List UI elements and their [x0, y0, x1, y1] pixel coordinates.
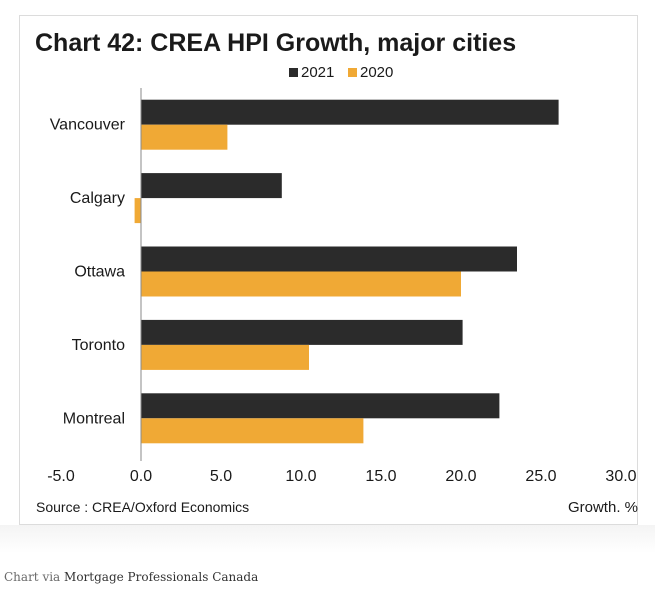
bar-vancouver-2021 [141, 99, 559, 125]
chart-title: Chart 42: CREA HPI Growth, major cities [35, 29, 516, 57]
category-label-calgary: Calgary [70, 190, 125, 207]
image-caption: Chart via Mortgage Professionals Canada [4, 570, 258, 584]
x-tick-label: 25.0 [525, 468, 556, 485]
bar-calgary-2020 [134, 198, 141, 224]
category-label-vancouver: Vancouver [50, 117, 126, 134]
chart: Chart 42: CREA HPI Growth, major cities … [35, 29, 638, 516]
x-tick-label: 30.0 [605, 468, 636, 485]
caption-prefix: Chart via [4, 570, 61, 584]
frame-shadow [0, 525, 655, 553]
bar-calgary-2021 [141, 173, 282, 199]
legend-label-2021: 2021 [301, 64, 334, 81]
x-axis-label: Growth. % [568, 499, 638, 516]
x-tick-label: 20.0 [445, 468, 476, 485]
legend-swatch-2020 [348, 68, 357, 77]
category-label-ottawa: Ottawa [74, 264, 125, 281]
category-label-montreal: Montreal [63, 410, 125, 427]
bar-toronto-2021 [141, 319, 463, 345]
x-tick-label: 5.0 [210, 468, 232, 485]
legend: 2021 2020 [289, 64, 393, 81]
bar-montreal-2020 [141, 418, 364, 444]
bar-ottawa-2020 [141, 271, 461, 297]
legend-swatch-2021 [289, 68, 298, 77]
plot-area: Vancouver Calgary Ottawa Toronto Montreal -5.… [47, 88, 637, 485]
x-tick-label: 15.0 [365, 468, 396, 485]
legend-label-2020: 2020 [360, 64, 393, 81]
bar-toronto-2020 [141, 344, 309, 370]
category-label-toronto: Toronto [72, 337, 125, 354]
bar-vancouver-2020 [141, 124, 228, 150]
x-tick-label: 10.0 [285, 468, 316, 485]
caption-source-link[interactable]: Mortgage Professionals Canada [64, 570, 259, 584]
source-note: Source : CREA/Oxford Economics [36, 499, 249, 515]
x-tick-label: -5.0 [47, 468, 75, 485]
x-tick-label: 0.0 [130, 468, 152, 485]
bar-montreal-2021 [141, 393, 500, 419]
bar-ottawa-2021 [141, 246, 517, 272]
